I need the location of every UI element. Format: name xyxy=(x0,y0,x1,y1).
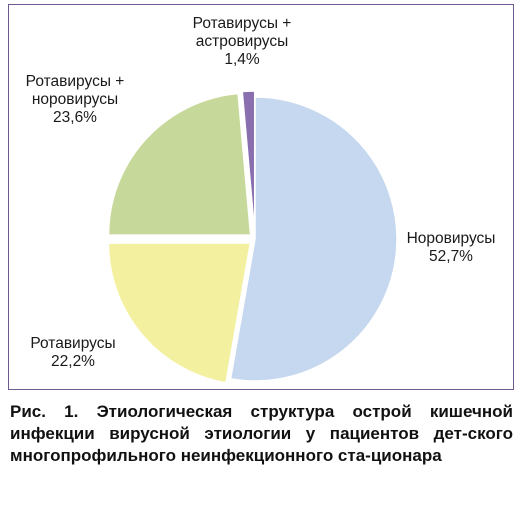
slice-label-value: 22,2% xyxy=(51,353,95,370)
slice-label-name-line: норовирусы xyxy=(31,91,119,108)
slice-label-rota-astro: Ротавирусы + астровирусы 1,4% xyxy=(172,15,312,69)
slice-label-name-line: Ротавирусы + xyxy=(192,15,292,32)
slice-label-value: 23,6% xyxy=(53,109,97,126)
slice-rotavirus xyxy=(107,242,252,384)
slice-label-value: 1,4% xyxy=(224,51,260,68)
caption-text: Этиологическая структура острой кишечной… xyxy=(10,402,513,465)
slice-rota-astro xyxy=(241,90,256,234)
slice-label-value: 52,7% xyxy=(429,248,473,265)
slice-label-name-line: Ротавирусы + xyxy=(25,73,125,90)
slice-label-name-line: Норовирусы xyxy=(406,230,496,247)
figure-caption: Рис. 1. Этиологическая структура острой … xyxy=(10,401,513,467)
slice-norovirus xyxy=(229,96,398,382)
pie-chart xyxy=(107,90,398,384)
slice-label-rotavirus: Ротавирусы 22,2% xyxy=(13,335,133,371)
slice-label-name-line: Ротавирусы xyxy=(30,335,116,352)
slice-label-norovirus: Норовирусы 52,7% xyxy=(391,230,511,266)
slice-label-name-line: астровирусы xyxy=(195,33,289,50)
slice-label-rota-noro: Ротавирусы + норовирусы 23,6% xyxy=(10,73,140,127)
chart-frame: Норовирусы 52,7% Ротавирусы 22,2% Ротави… xyxy=(8,4,514,390)
caption-prefix: Рис. 1. xyxy=(10,402,79,421)
slice-rota-noro xyxy=(107,92,252,236)
